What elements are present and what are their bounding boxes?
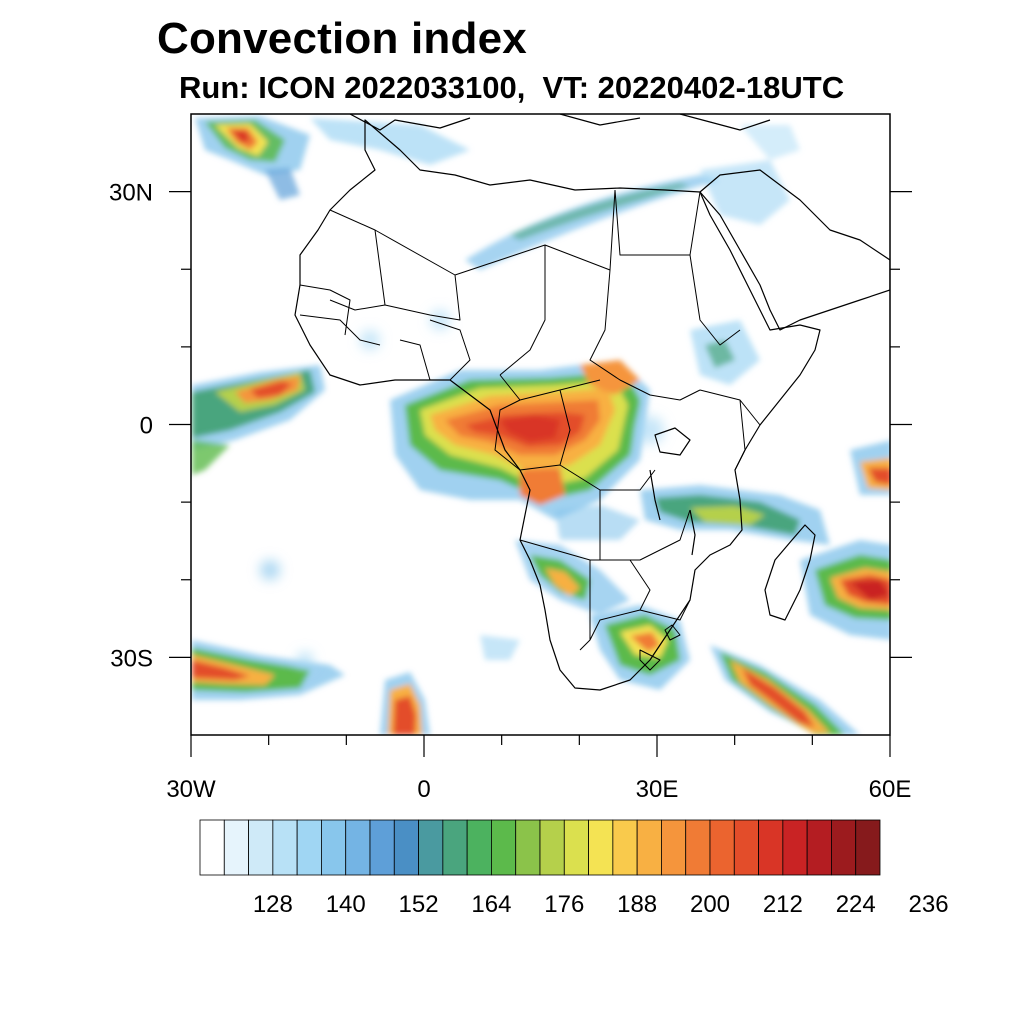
field-south-atlantic-west bbox=[192, 640, 345, 700]
colorbar-swatch bbox=[369, 819, 395, 876]
colorbar-swatch bbox=[466, 819, 492, 876]
colorbar-swatch bbox=[539, 819, 565, 876]
field-angola bbox=[515, 540, 630, 615]
lake-victoria bbox=[654, 427, 691, 456]
y-tick-label: 0 bbox=[140, 413, 153, 440]
colorbar-swatch bbox=[831, 819, 857, 876]
colorbar-swatch bbox=[296, 819, 322, 876]
colorbar-swatch bbox=[806, 819, 832, 876]
colorbar-label: 128 bbox=[253, 891, 293, 918]
colorbar-label: 152 bbox=[399, 891, 439, 918]
border-lines bbox=[299, 189, 761, 671]
colorbar-swatch bbox=[418, 819, 444, 876]
field-ethiopia bbox=[690, 320, 760, 385]
field-tanzania bbox=[640, 485, 830, 545]
lake-tanganyika bbox=[649, 469, 661, 521]
colorbar-swatch bbox=[563, 819, 589, 876]
field-seychelles bbox=[850, 440, 890, 495]
colorbar-swatch bbox=[612, 819, 638, 876]
colorbar-label: 140 bbox=[326, 891, 366, 918]
field-east-madagascar bbox=[800, 540, 890, 640]
convection-field bbox=[192, 116, 890, 735]
colorbar-swatch bbox=[685, 819, 711, 876]
colorbar-label: 188 bbox=[617, 891, 657, 918]
axis-tick-labels: 30W 0 30E 60E 30N 0 30S bbox=[109, 180, 911, 803]
colorbar-swatch bbox=[636, 819, 662, 876]
y-tick-label: 30S bbox=[110, 645, 153, 672]
colorbar-labels: 128 140 152 164 176 188 200 212 224 236 bbox=[253, 891, 949, 918]
colorbar-swatch bbox=[491, 819, 517, 876]
x-tick-label: 30E bbox=[636, 776, 679, 803]
colorbar-swatch bbox=[588, 819, 614, 876]
field-south-africa bbox=[480, 605, 690, 690]
colorbar-swatch bbox=[321, 819, 347, 876]
colorbar-label: 236 bbox=[909, 891, 949, 918]
colorbar-swatch bbox=[733, 819, 759, 876]
colorbar-swatch bbox=[272, 819, 298, 876]
map-subtitle: Run: ICON 2022033100, VT: 20220402-18UTC bbox=[179, 70, 845, 105]
x-tick-label: 60E bbox=[869, 776, 912, 803]
colorbar-swatch bbox=[855, 819, 881, 876]
y-tick-label: 30N bbox=[109, 180, 153, 207]
colorbar-swatch bbox=[515, 819, 541, 876]
colorbar-swatch bbox=[758, 819, 784, 876]
colorbar-swatch bbox=[661, 819, 687, 876]
colorbar-label: 212 bbox=[763, 891, 803, 918]
colorbar-label: 200 bbox=[690, 891, 730, 918]
colorbar-label: 176 bbox=[544, 891, 584, 918]
x-tick-label: 0 bbox=[417, 776, 430, 803]
lake-malawi bbox=[689, 509, 696, 556]
axis-ticks bbox=[169, 191, 912, 757]
colorbar-swatch bbox=[782, 819, 808, 876]
colorbar-swatch bbox=[199, 819, 225, 876]
field-nw-atlantic bbox=[195, 116, 470, 200]
field-scatter bbox=[260, 310, 664, 668]
colorbar-label: 164 bbox=[471, 891, 511, 918]
europe-coastline bbox=[349, 114, 771, 131]
colorbar-swatch bbox=[345, 819, 371, 876]
madagascar-coastline bbox=[764, 524, 816, 621]
colorbar-swatch bbox=[709, 819, 735, 876]
map-title: Convection index bbox=[157, 14, 527, 63]
field-congo-basin bbox=[390, 360, 650, 540]
coastlines-and-borders bbox=[294, 114, 890, 691]
colorbar-swatch bbox=[248, 819, 274, 876]
arabia-coastline bbox=[699, 169, 890, 331]
africa-coastline bbox=[294, 119, 821, 691]
field-south-atlantic-south bbox=[380, 672, 430, 735]
field-saharan-arc bbox=[465, 125, 800, 270]
colorbar-swatch bbox=[393, 819, 419, 876]
field-atlantic-itcz bbox=[192, 365, 325, 475]
field-sw-indian-band bbox=[710, 645, 860, 735]
colorbar-swatch bbox=[223, 819, 249, 876]
colorbar bbox=[199, 819, 881, 876]
x-tick-label: 30W bbox=[166, 776, 216, 803]
colorbar-swatch bbox=[442, 819, 468, 876]
colorbar-label: 224 bbox=[836, 891, 876, 918]
